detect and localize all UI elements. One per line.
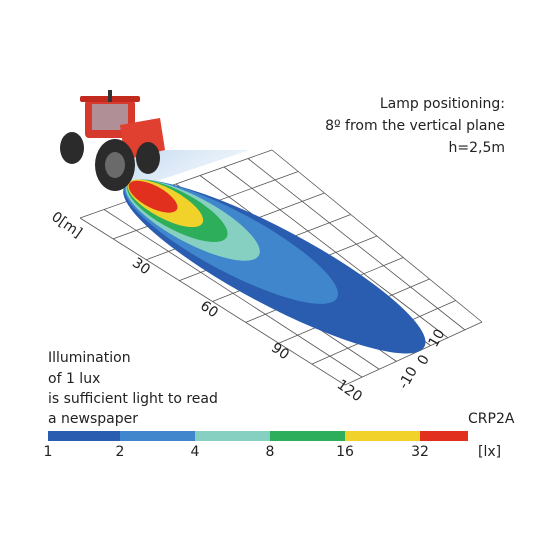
positioning-line: 8º from the vertical plane [325,118,505,134]
scale-label: 8 [266,444,275,460]
distance-label: 0[m] [48,209,85,241]
scale-segment [48,431,120,441]
note-line: is sufficient light to read [48,391,218,407]
scale-segment [345,431,420,441]
scale-label: 4 [191,444,200,460]
zone-32lx [128,180,178,213]
scale-segment [195,431,270,441]
scale-label: 32 [411,444,429,460]
distance-label: 90 [268,340,292,363]
scale-unit: [lx] [478,444,501,460]
lateral-label: -10 [396,364,421,392]
tractor [60,90,165,191]
positioning-line: Lamp positioning: [380,96,505,112]
beam-pattern [123,179,426,354]
distance-label: 60 [197,298,221,321]
note-line: of 1 lux [48,371,100,387]
color-scale [48,431,468,441]
scale-segment [420,431,468,441]
scale-label: 16 [336,444,354,460]
note-line: Illumination [48,350,131,366]
positioning-line: h=2,5m [448,140,505,156]
grid-line [247,158,466,331]
grid-line [271,149,483,323]
grid-line [79,217,346,386]
grid-line [103,209,363,378]
scale-segment [270,431,345,441]
scale-label: 1 [44,444,53,460]
note-line: a newspaper [48,411,138,427]
scale-label: 2 [116,444,125,460]
scale-segment [120,431,195,441]
lateral-label: 10 [426,327,449,350]
model-name: CRP2A [468,411,515,427]
grid-line [223,166,448,339]
lateral-label: 0 [415,352,433,368]
